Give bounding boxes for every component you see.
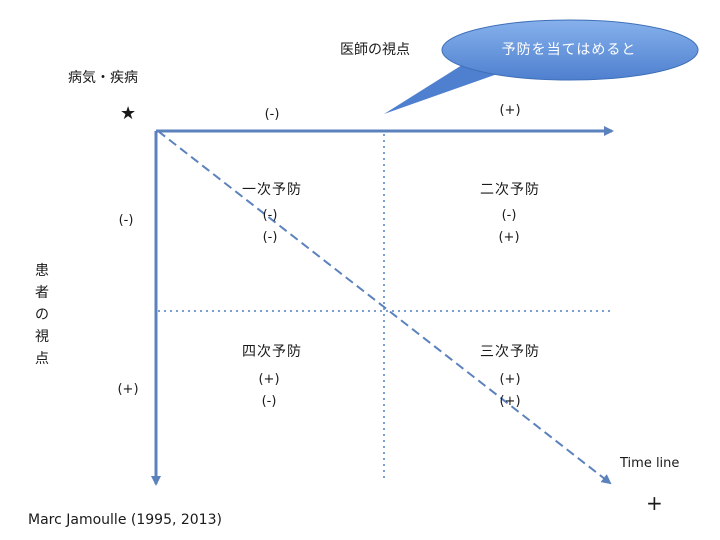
callout-text: 予防を当てはめると bbox=[501, 42, 637, 58]
quaternary-prevention-title: 四次予防 bbox=[242, 344, 302, 360]
citation: Marc Jamoulle (1995, 2013) bbox=[28, 512, 222, 528]
tertiary-prevention-title: 三次予防 bbox=[480, 344, 540, 360]
time-line-label: Time line bbox=[620, 456, 680, 471]
patient-view-label: 患 者 の 視 点 bbox=[35, 263, 49, 367]
primary-prevention-title: 一次予防 bbox=[242, 182, 302, 198]
callout-bubble bbox=[384, 19, 699, 114]
doctor-view-label: 医師の視点 bbox=[340, 42, 410, 58]
callout-ellipse bbox=[441, 19, 699, 81]
left-upper-sign: (-) bbox=[118, 213, 134, 228]
disease-label: 病気・疾病 bbox=[68, 70, 138, 86]
plus-sign: + bbox=[646, 491, 663, 515]
top-right-sign: (+) bbox=[499, 103, 521, 118]
secondary-prevention-title: 二次予防 bbox=[480, 182, 540, 198]
star-icon: ★ bbox=[120, 103, 137, 124]
primary-prevention-signs: (-) (-) bbox=[262, 208, 278, 245]
secondary-prevention-signs: (-) (+) bbox=[498, 208, 520, 245]
tertiary-prevention-signs: (+) (+) bbox=[499, 372, 521, 409]
left-lower-sign: (+) bbox=[117, 382, 139, 397]
quaternary-prevention-signs: (+) (-) bbox=[258, 372, 280, 409]
top-left-sign: (-) bbox=[264, 107, 280, 122]
callout-pointer bbox=[384, 60, 520, 114]
time-line-arrow bbox=[157, 130, 612, 485]
